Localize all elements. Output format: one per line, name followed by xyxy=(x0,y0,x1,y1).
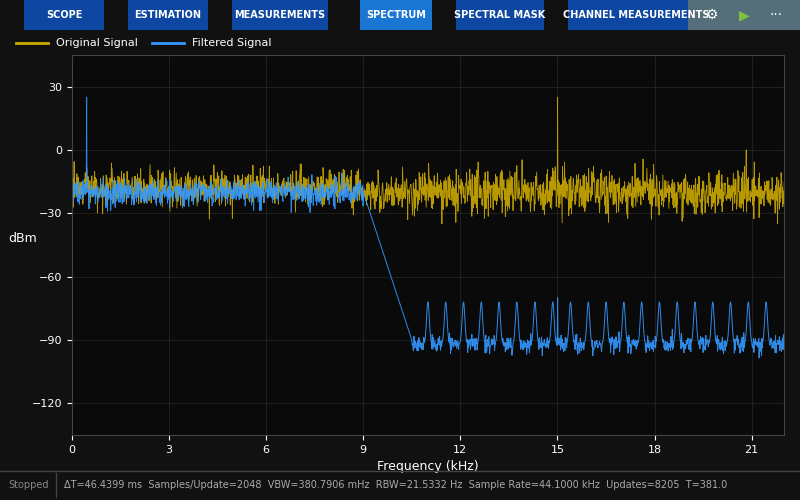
Bar xyxy=(24,0,104,30)
Y-axis label: dBm: dBm xyxy=(8,232,37,245)
Text: SCOPE: SCOPE xyxy=(46,10,82,20)
X-axis label: Frequency (kHz): Frequency (kHz) xyxy=(377,460,479,473)
Bar xyxy=(128,0,208,30)
Bar xyxy=(568,0,704,30)
Text: ΔT=46.4399 ms  Samples/Update=2048  VBW=380.7906 mHz  RBW=21.5332 Hz  Sample Rat: ΔT=46.4399 ms Samples/Update=2048 VBW=38… xyxy=(64,480,727,490)
Bar xyxy=(232,0,328,30)
Text: ▶: ▶ xyxy=(738,8,750,22)
Text: ···: ··· xyxy=(770,8,782,22)
Text: ESTIMATION: ESTIMATION xyxy=(134,10,202,20)
Text: MEASUREMENTS: MEASUREMENTS xyxy=(234,10,326,20)
Text: Original Signal: Original Signal xyxy=(56,38,138,48)
Text: Stopped: Stopped xyxy=(8,480,49,490)
Text: SPECTRAL MASK: SPECTRAL MASK xyxy=(454,10,546,20)
Bar xyxy=(688,0,800,30)
Text: SPECTRUM: SPECTRUM xyxy=(366,10,426,20)
Text: ⚙: ⚙ xyxy=(706,8,718,22)
Text: Filtered Signal: Filtered Signal xyxy=(192,38,271,48)
Text: CHANNEL MEASUREMENTS: CHANNEL MEASUREMENTS xyxy=(562,10,710,20)
Bar xyxy=(360,0,432,30)
Bar xyxy=(456,0,544,30)
